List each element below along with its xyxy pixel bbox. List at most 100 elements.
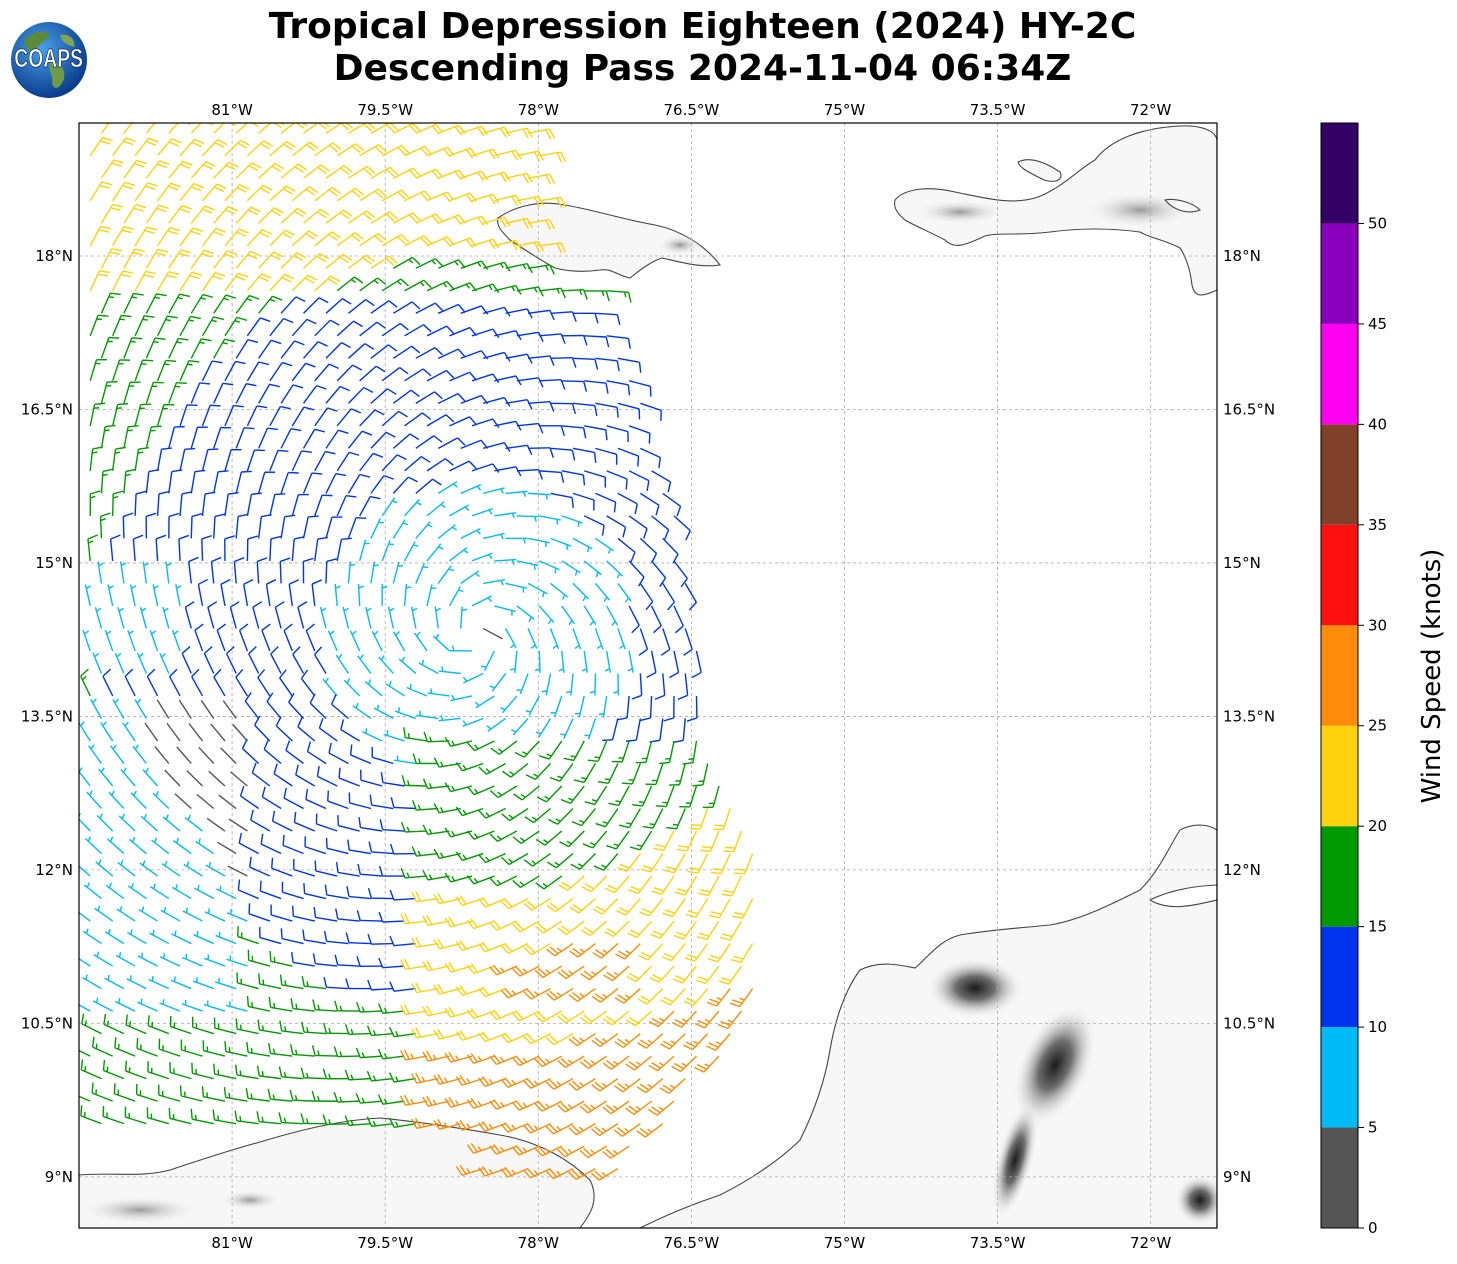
wind-barb <box>79 1049 91 1057</box>
wind-barb <box>327 630 338 652</box>
wind-barb <box>356 910 383 922</box>
wind-barb <box>279 669 293 697</box>
wind-barb <box>422 1005 450 1017</box>
wind-barb <box>134 270 156 292</box>
wind-barb <box>322 1022 349 1035</box>
wind-barb <box>314 494 333 517</box>
wind-barb <box>393 167 421 179</box>
wind-barb <box>460 570 481 584</box>
wind-barb <box>301 975 327 990</box>
wind-barb <box>100 424 116 449</box>
wind-barb <box>178 534 190 561</box>
wind-barb <box>370 300 398 314</box>
wind-barb <box>238 832 259 855</box>
wind-barb <box>660 988 686 1006</box>
wind-barb <box>393 755 416 765</box>
wind-barb <box>137 998 158 1012</box>
wind-barb <box>319 606 327 629</box>
wind-barb <box>550 402 577 414</box>
wind-barb <box>348 165 376 179</box>
wind-barb <box>280 296 306 314</box>
wind-barb <box>366 1025 394 1037</box>
wind-barb <box>258 973 282 990</box>
wind-barb <box>280 514 296 539</box>
wind-barb <box>627 650 634 673</box>
wind-barb <box>638 628 649 656</box>
wind-barb <box>246 995 271 1012</box>
wind-barb <box>168 1107 192 1125</box>
wind-barb <box>528 492 551 500</box>
wind-barb <box>279 557 291 584</box>
wind-barb <box>325 472 347 494</box>
lat-tick-label-right: 13.5°N <box>1223 707 1275 725</box>
land-jamaica <box>497 202 721 279</box>
wind-barb <box>122 512 134 539</box>
wind-barb <box>283 787 304 810</box>
wind-barb <box>691 650 702 679</box>
wind-barb <box>471 373 500 384</box>
land-gonave <box>1163 198 1201 213</box>
wind-barb <box>193 931 215 945</box>
wind-barb <box>282 834 304 855</box>
wind-barb <box>112 698 125 719</box>
wind-barb <box>370 518 384 539</box>
wind-barb <box>426 191 455 203</box>
wind-barb <box>243 578 254 607</box>
wind-barb <box>213 426 232 449</box>
wind-barb <box>729 988 754 1008</box>
wind-barb <box>344 1115 371 1127</box>
wind-barb <box>168 204 192 224</box>
wind-barb <box>224 184 250 202</box>
lon-tick-label-top: 81°W <box>211 101 253 119</box>
wind-barb <box>139 607 148 629</box>
wind-barb <box>381 366 409 382</box>
wind-barb <box>359 321 386 337</box>
wind-barb <box>134 403 152 427</box>
wind-barb <box>297 601 308 629</box>
wind-barb <box>246 535 259 561</box>
wind-barb <box>105 882 125 900</box>
wind-barb <box>648 1100 675 1116</box>
wind-barb <box>513 785 540 801</box>
wind-barb <box>412 753 439 765</box>
wind-barb <box>239 785 260 810</box>
wind-barb <box>423 731 450 743</box>
wind-barb <box>539 470 565 483</box>
wind-barb <box>511 1100 540 1111</box>
wind-barb <box>662 537 679 564</box>
wind-barb <box>603 965 630 982</box>
wind-barb <box>171 630 181 652</box>
wind-barb <box>561 560 581 576</box>
wind-barb <box>269 493 286 517</box>
wind-barb <box>591 988 619 1003</box>
wind-barb <box>171 884 192 900</box>
wind-barb <box>182 907 203 922</box>
wind-barb <box>535 875 563 890</box>
wind-barb <box>615 898 641 916</box>
wind-barb <box>389 1026 416 1038</box>
wind-barb <box>511 718 529 736</box>
wind-barb <box>500 695 518 714</box>
wind-barb <box>347 561 356 584</box>
wind-barb <box>415 521 433 539</box>
wind-barb <box>123 292 144 314</box>
wind-barb <box>482 396 511 407</box>
wind-barb <box>556 1145 585 1158</box>
wind-barb <box>155 534 167 561</box>
wind-barb <box>258 383 280 404</box>
wind-barb <box>404 499 422 517</box>
wind-barb <box>460 606 468 629</box>
wind-barb <box>367 887 394 900</box>
wind-barb <box>411 891 439 903</box>
wind-barb <box>204 908 226 922</box>
wind-barb <box>604 650 611 673</box>
wind-barb <box>279 974 304 990</box>
colorbar-tick-label: 30 <box>1368 616 1387 634</box>
wind-barb <box>84 584 92 607</box>
wind-barb <box>280 340 305 359</box>
wind-barb <box>213 250 238 269</box>
wind-barb <box>336 187 364 202</box>
wind-barb <box>621 763 641 785</box>
lon-tick-label-bottom: 75°W <box>824 1234 866 1252</box>
wind-barb <box>302 472 323 494</box>
